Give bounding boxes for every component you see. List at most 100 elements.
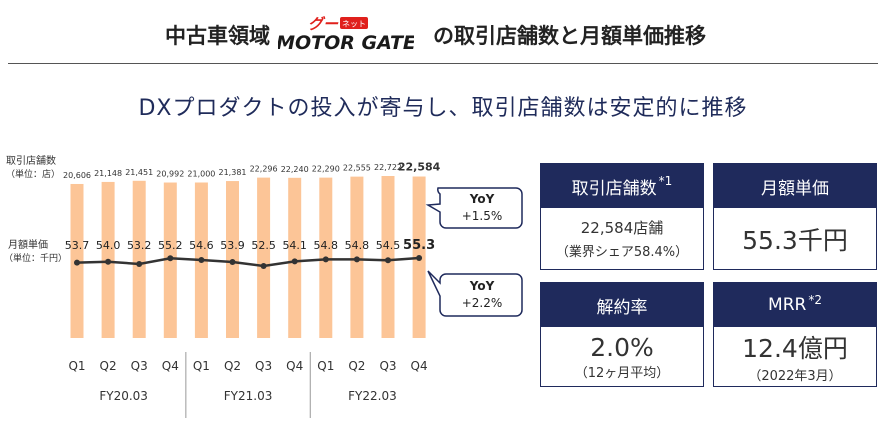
price-point-q0 [74,259,80,266]
line-series-label: 月額単価 [8,238,48,251]
price-label-q9: 54.8 [345,239,370,252]
kpi-card-stores-value: 22,584店舗 [580,219,664,237]
x-tick-q10: Q3 [379,359,396,373]
price-label-q3: 55.2 [158,239,183,252]
bar-label-q3: 20,992 [156,170,184,179]
price-point-q9 [353,256,360,263]
bar-label-q2: 21,451 [125,168,153,177]
motor-gate-logo: グー ネット MOTOR GATE [278,15,414,52]
x-group-FY20.03: FY20.03 [99,389,148,403]
kpi-card-price-value: 55.3千円 [742,225,848,255]
bar-label-q5: 21,381 [219,168,247,177]
kpi-card-mrr-title: MRR [768,295,807,315]
yoy-callout-stores-value: +1.5% [462,209,503,223]
bar-q7 [288,177,302,338]
price-point-q4 [198,257,205,263]
price-label-q4: 54.6 [189,239,214,252]
x-tick-q1: Q2 [100,359,117,373]
x-tick-q7: Q4 [286,359,303,373]
kpi-card-churn-sub: （12ヶ月平均） [574,365,670,381]
x-group-FY22.03: FY22.03 [348,389,397,403]
kpi-card-mrr: MRR *2 12.4億円 （2022年3月） [713,282,877,387]
x-tick-q8: Q1 [317,359,334,373]
x-tick-q6: Q3 [255,359,272,373]
stores-and-price-chart: 20,606 21,148 21,451 20,992 21,000 21,381 22,2… [4,154,523,418]
yoy-callout-price: YoY +2.2% [427,270,523,317]
logo-text: MOTOR GATE [278,32,414,52]
x-tick-q11: Q4 [411,359,428,373]
kpi-card-price-head: 月額単価 [714,164,876,208]
bar-label-q11: 22,584 [398,161,441,174]
yoy-callout-price-value: +2.2% [462,296,503,310]
price-label-q0: 53.7 [65,239,90,252]
bar-label-q1: 21,148 [94,169,122,178]
price-label-q7: 54.1 [282,239,307,252]
page-subtitle: DXプロダクトの投入が寄与し、取引店舗数は安定的に推移 [138,96,748,121]
price-point-q7 [291,258,298,265]
logo-mark: グー [308,15,339,33]
kpi-card-churn: 解約率 2.0% （12ヶ月平均） [540,282,704,387]
price-line [76,256,420,268]
price-point-q10 [385,257,391,264]
price-label-q6: 52.5 [251,239,276,252]
kpi-card-price-title: 月額単価 [761,178,829,199]
kpi-card-churn-head: 解約率 [541,283,703,327]
kpi-card-churn-title: 解約率 [596,297,648,318]
page-header: 中古車領域 グー ネット MOTOR GATE の取引店舗数と月額単価推移 [0,0,886,62]
kpi-card-mrr-value: 12.4億円 [742,334,848,363]
bar-q2 [132,180,146,338]
price-label-q11: 55.3 [403,238,435,253]
price-label-q10: 54.5 [376,239,401,252]
kpi-card-churn-body: 2.0% （12ヶ月平均） [541,327,703,386]
page-title-suffix: の取引店舗数と月額単価推移 [433,24,706,48]
x-tick-q0: Q1 [68,359,85,373]
kpi-card-stores-sub: （業界シェア58.4%） [555,245,689,260]
kpi-card-stores-head: 取引店舗数 *1 [541,164,703,208]
bar-series-label: 取引店舗数 [6,154,56,167]
kpi-card-mrr-head: MRR *2 [714,283,876,327]
price-point-q11 [416,255,423,261]
yoy-callout-stores: YoY +1.5% [425,187,523,229]
bar-label-q8: 22,290 [312,165,340,174]
kpi-card-mrr-body: 12.4億円 （2022年3月） [714,327,876,386]
bar-label-q4: 21,000 [187,169,215,178]
kpi-card-churn-value: 2.0% [590,332,654,362]
price-label-q2: 53.2 [127,239,152,252]
kpi-card-price: 月額単価 55.3千円 [713,163,877,270]
kpi-card-stores-note: *1 [658,174,673,188]
price-point-q5 [229,259,236,265]
yoy-callout-price-title: YoY [469,279,495,293]
x-tick-q3: Q4 [162,359,179,373]
kpi-card-stores-title: 取引店舗数 [571,178,657,199]
bar-label-q6: 22,296 [250,165,278,174]
kpi-card-mrr-note: *2 [808,293,822,307]
price-point-q6 [260,263,267,269]
x-tick-q9: Q2 [348,359,365,373]
price-point-q3 [167,255,174,262]
price-label-q1: 54.0 [96,239,121,252]
bar-series-unit: （単位：店） [6,168,60,180]
price-point-q1 [105,258,112,265]
kpi-card-mrr-sub: （2022年3月） [748,369,842,384]
price-label-q5: 53.9 [220,239,245,252]
kpi-card-stores: 取引店舗数 *1 22,584店舗 （業界シェア58.4%） [540,163,704,270]
price-point-q2 [136,261,143,267]
line-series-unit: （単位：千円） [4,252,67,264]
x-tick-q4: Q1 [193,359,210,373]
price-label-q8: 54.8 [314,239,339,252]
bar-label-q9: 22,555 [343,164,371,173]
kpi-card-price-body: 55.3千円 [714,208,876,269]
page-title-prefix: 中古車領域 [165,24,270,48]
kpi-card-stores-body: 22,584店舗 （業界シェア58.4%） [541,208,703,269]
yoy-callout-stores-title: YoY [469,192,495,206]
bar-label-q7: 22,240 [281,165,309,174]
logo-mark-sub: ネット [342,20,366,29]
bar-q10 [381,176,395,338]
bar-label-q0: 20,606 [63,171,91,180]
price-point-q8 [322,256,329,263]
x-tick-q2: Q3 [131,359,148,373]
bar-label-q10: 22,722 [374,163,402,172]
header-divider [8,63,878,64]
bar-q6 [257,177,271,338]
x-group-FY21.03: FY21.03 [224,389,273,403]
